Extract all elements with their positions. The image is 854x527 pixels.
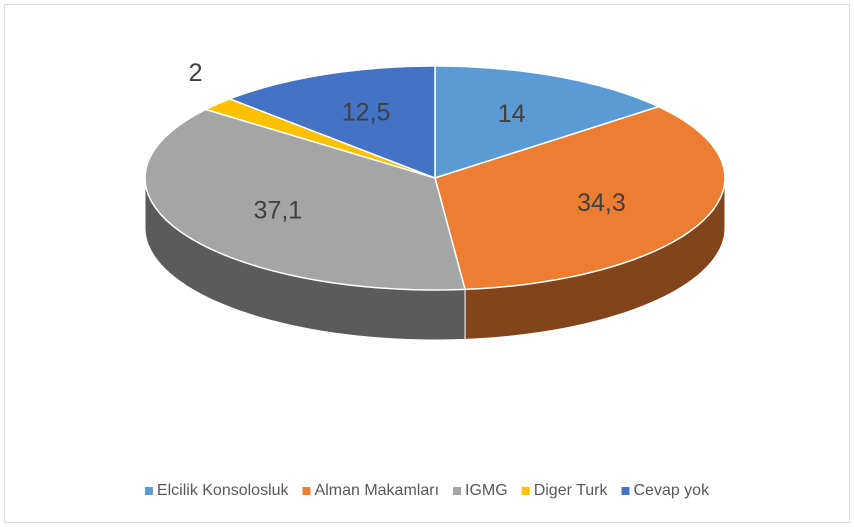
legend-swatch [144, 487, 153, 495]
legend-label: Cevap yok [633, 482, 710, 499]
legend-label: Diger Turk [534, 482, 609, 499]
legend-swatch [621, 487, 630, 495]
slice [227, 65, 436, 180]
data-label: 14 [498, 100, 526, 128]
data-label: 37,1 [254, 196, 303, 224]
legend-label: Alman Makamları [315, 482, 439, 499]
legend-swatch [521, 487, 530, 495]
slice [203, 98, 436, 179]
data-label: 2 [189, 59, 203, 87]
legend-swatch [453, 487, 462, 495]
slice [144, 108, 467, 291]
data-label: 12,5 [342, 98, 391, 126]
legend-swatch [302, 487, 311, 495]
data-label: 34,3 [577, 189, 626, 217]
slice [434, 65, 661, 180]
slice [434, 105, 726, 291]
legend-label: IGMG [465, 482, 508, 499]
legend-label: Elcilik Konsolosluk [157, 482, 290, 499]
